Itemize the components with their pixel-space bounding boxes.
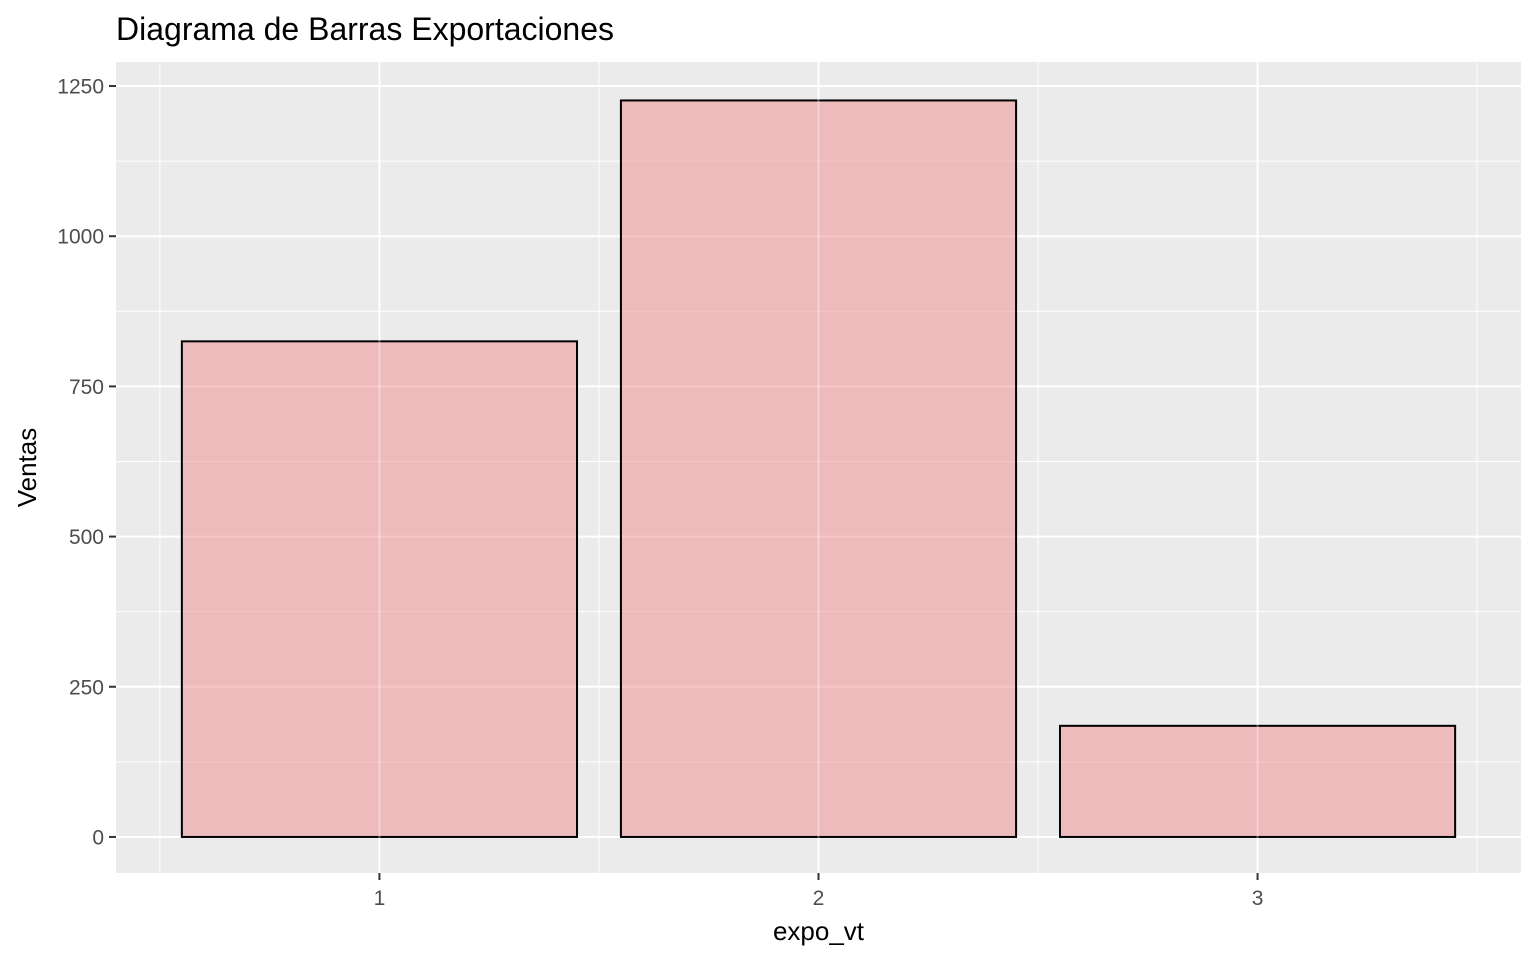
- y-tick-label: 500: [69, 526, 104, 549]
- y-axis-label: Ventas: [12, 428, 42, 508]
- grid-layer: [116, 62, 1521, 873]
- x-tick-label: 2: [813, 887, 825, 910]
- y-tick-label: 1000: [57, 226, 104, 249]
- plot-panel: [116, 62, 1521, 873]
- x-tick-label: 3: [1252, 887, 1264, 910]
- chart-title: Diagrama de Barras Exportaciones: [116, 11, 614, 47]
- x-axis-label: expo_vt: [773, 916, 865, 946]
- x-axis: 1 2 3: [374, 873, 1264, 910]
- bar-layer: [180, 99, 1457, 838]
- y-tick-label: 1250: [57, 76, 104, 99]
- y-tick-label: 250: [69, 676, 104, 699]
- major-gridline-layer: [378, 62, 1259, 873]
- bar-2: [619, 99, 1018, 838]
- bar-3: [1058, 724, 1457, 838]
- y-axis: 0 250 500 750 1000 1250: [57, 76, 116, 849]
- x-tick-label: 1: [374, 887, 386, 910]
- y-tick-label: 750: [69, 376, 104, 399]
- y-tick-label: 0: [92, 826, 104, 849]
- bar-1: [180, 340, 579, 838]
